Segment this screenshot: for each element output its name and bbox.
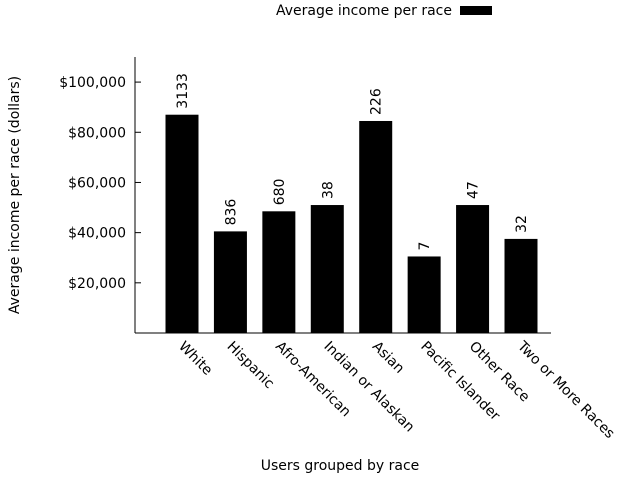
legend: Average income per race bbox=[276, 3, 492, 19]
plot-area: $20,000 $40,000 $60,000 $80,000 $100,000 3133… bbox=[59, 57, 618, 442]
bar bbox=[407, 256, 441, 333]
bar bbox=[456, 205, 490, 333]
y-tick-label: $20,000 bbox=[68, 276, 126, 292]
data-label: 836 bbox=[223, 199, 239, 226]
data-label: 7 bbox=[417, 242, 433, 251]
data-label: 32 bbox=[514, 215, 530, 233]
bar bbox=[165, 114, 199, 333]
bar bbox=[213, 231, 247, 333]
x-tick-label: Hispanic bbox=[224, 339, 277, 392]
y-tick-label: $80,000 bbox=[68, 125, 126, 141]
bar bbox=[262, 211, 296, 333]
bar bbox=[310, 205, 344, 333]
data-label: 3133 bbox=[175, 73, 191, 109]
x-axis-label: Users grouped by race bbox=[261, 458, 420, 474]
x-tick-label: Asian bbox=[369, 339, 407, 377]
bar bbox=[359, 120, 393, 334]
legend-swatch bbox=[460, 6, 492, 15]
y-tick-label: $100,000 bbox=[59, 75, 126, 91]
bar bbox=[504, 238, 538, 333]
data-label: 680 bbox=[272, 179, 288, 206]
x-tick-label: White bbox=[175, 339, 215, 379]
y-tick-label: $40,000 bbox=[68, 226, 126, 242]
y-tick-label: $60,000 bbox=[68, 175, 126, 191]
y-axis-label: Average income per race (dollars) bbox=[7, 76, 23, 314]
data-label: 38 bbox=[320, 181, 336, 199]
x-tick-label: Indian or Alaskan bbox=[320, 339, 417, 436]
legend-label: Average income per race bbox=[276, 3, 452, 19]
data-label: 47 bbox=[466, 181, 482, 199]
data-label: 226 bbox=[369, 88, 385, 115]
